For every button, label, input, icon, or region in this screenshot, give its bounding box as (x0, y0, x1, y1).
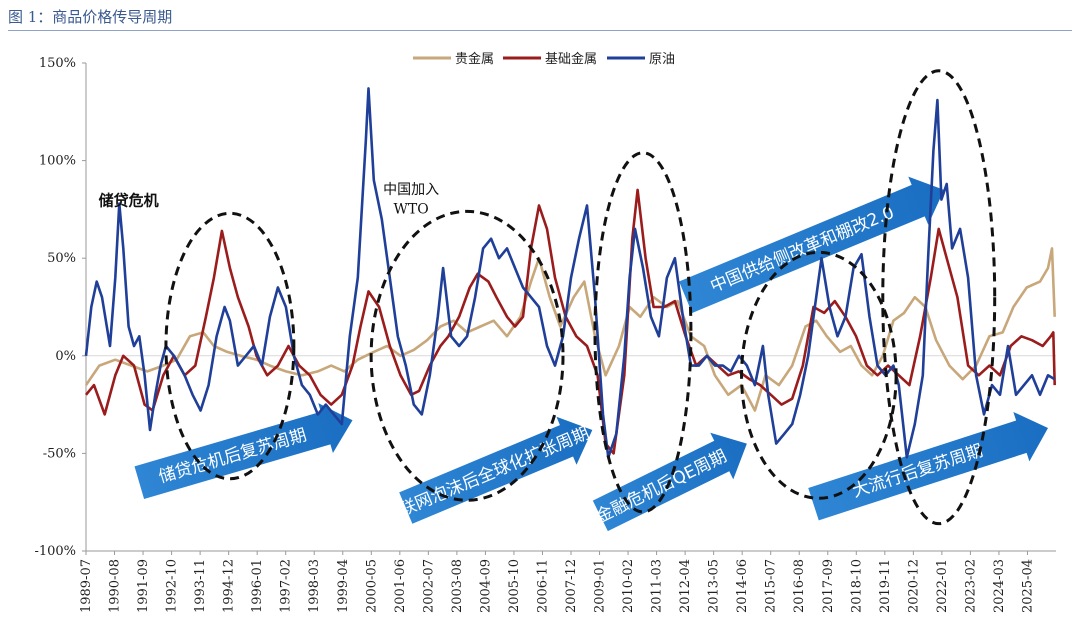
y-tick-label: -100% (34, 544, 76, 559)
x-tick-label: 1996-01 (250, 559, 265, 613)
x-tick-label: 2015-07 (764, 559, 779, 613)
annotation-text: 中国加入 (383, 182, 439, 198)
x-tick-label: 2014-06 (735, 559, 750, 613)
x-tick-label: 2009-01 (593, 559, 608, 613)
x-tick-label: 1990-08 (108, 559, 123, 613)
legend-entry: 基础金属 (545, 51, 597, 67)
annotations: 储贷危机 中国加入 WTO (99, 182, 439, 218)
x-tick-label: 2007-12 (564, 559, 579, 613)
title-divider (8, 30, 1072, 31)
x-tick-label: 2024-03 (992, 559, 1007, 613)
x-tick-label: 1993-11 (193, 559, 208, 613)
highlight-ellipse (881, 69, 997, 526)
series-lines (84, 87, 1056, 459)
x-tick-label: 2003-08 (450, 559, 465, 613)
x-tick-label: 2022-01 (935, 559, 950, 613)
legend: 贵金属 基础金属 原油 (413, 51, 675, 67)
highlight-ellipse (369, 209, 565, 502)
arrow-label: 储贷危机后复苏周期 (134, 403, 353, 499)
x-tick-label: 2017-09 (821, 559, 836, 613)
x-tick-label: 2006-11 (535, 559, 550, 613)
x-tick-label: 1997-02 (279, 559, 294, 613)
x-tick-label: 2023-02 (963, 559, 978, 613)
x-tick-label: 1999-04 (336, 559, 351, 613)
x-tick-label: 2004-09 (478, 559, 493, 613)
highlight-ellipse (593, 151, 693, 514)
highlight-ellipse (164, 211, 296, 481)
x-tick-label: 2000-05 (364, 559, 379, 613)
arrow-shape (134, 403, 353, 499)
arrow-label: 金融危机后QE周期 (592, 432, 747, 532)
arrow-shape (679, 176, 945, 313)
y-tick-label: 50% (47, 251, 76, 266)
arrow-label: 互联网泡沫后全球化扩张周期 (381, 416, 593, 527)
series-line-贵金属 (84, 247, 1056, 412)
x-tick-label: 2001-06 (393, 559, 408, 613)
series-line-原油 (84, 87, 1056, 459)
x-tick-label: 2010-02 (621, 559, 636, 613)
page-title: 图 1：商品价格传导周期 (8, 8, 173, 26)
arrow-text: 互联网泡沫后全球化扩张周期 (381, 423, 593, 527)
x-tick-label: 1994-12 (222, 559, 237, 613)
y-tick-label: 100% (39, 154, 76, 169)
x-tick-label: 2020-12 (906, 559, 921, 613)
annotation-text: WTO (394, 201, 429, 217)
highlight-ellipse (740, 250, 898, 500)
arrow-text: 中国供给侧改革和棚改2.0 (707, 203, 897, 297)
x-tick-label: 2018-10 (849, 559, 864, 613)
x-tick-label: 2005-10 (507, 559, 522, 613)
x-tick-label: 2012-04 (678, 559, 693, 613)
x-tick-label: 2002-07 (421, 559, 436, 613)
x-tick-label: 2016-08 (792, 559, 807, 613)
highlight-ellipses (164, 69, 997, 526)
y-tick-label: -50% (43, 446, 76, 461)
x-tick-label: 2011-03 (650, 559, 665, 613)
x-tick-label: 1998-03 (307, 559, 322, 613)
x-tick-label: 2013-05 (707, 559, 722, 613)
legend-entry: 原油 (649, 52, 675, 67)
arrow-text: 金融危机后QE周期 (593, 446, 730, 527)
y-tick-label: 150% (39, 56, 76, 71)
arrow-shape (808, 411, 1049, 521)
legend-entry: 贵金属 (455, 51, 494, 67)
x-tick-label: 1989-07 (79, 559, 94, 613)
x-tick-label: 1992-10 (165, 559, 180, 613)
x-tick-label: 2025-04 (1020, 559, 1035, 613)
annotation-text: 储贷危机 (99, 191, 159, 209)
axes: -100% -50% 0% 50% 100% 150% 1989-07 1990-08 1991… (34, 56, 1056, 613)
y-tick-label: 0% (55, 349, 76, 364)
x-tick-label: 2019-11 (878, 559, 893, 613)
arrow-label: 大流行后复苏周期 (808, 411, 1049, 521)
x-tick-label: 1991-09 (136, 559, 151, 613)
